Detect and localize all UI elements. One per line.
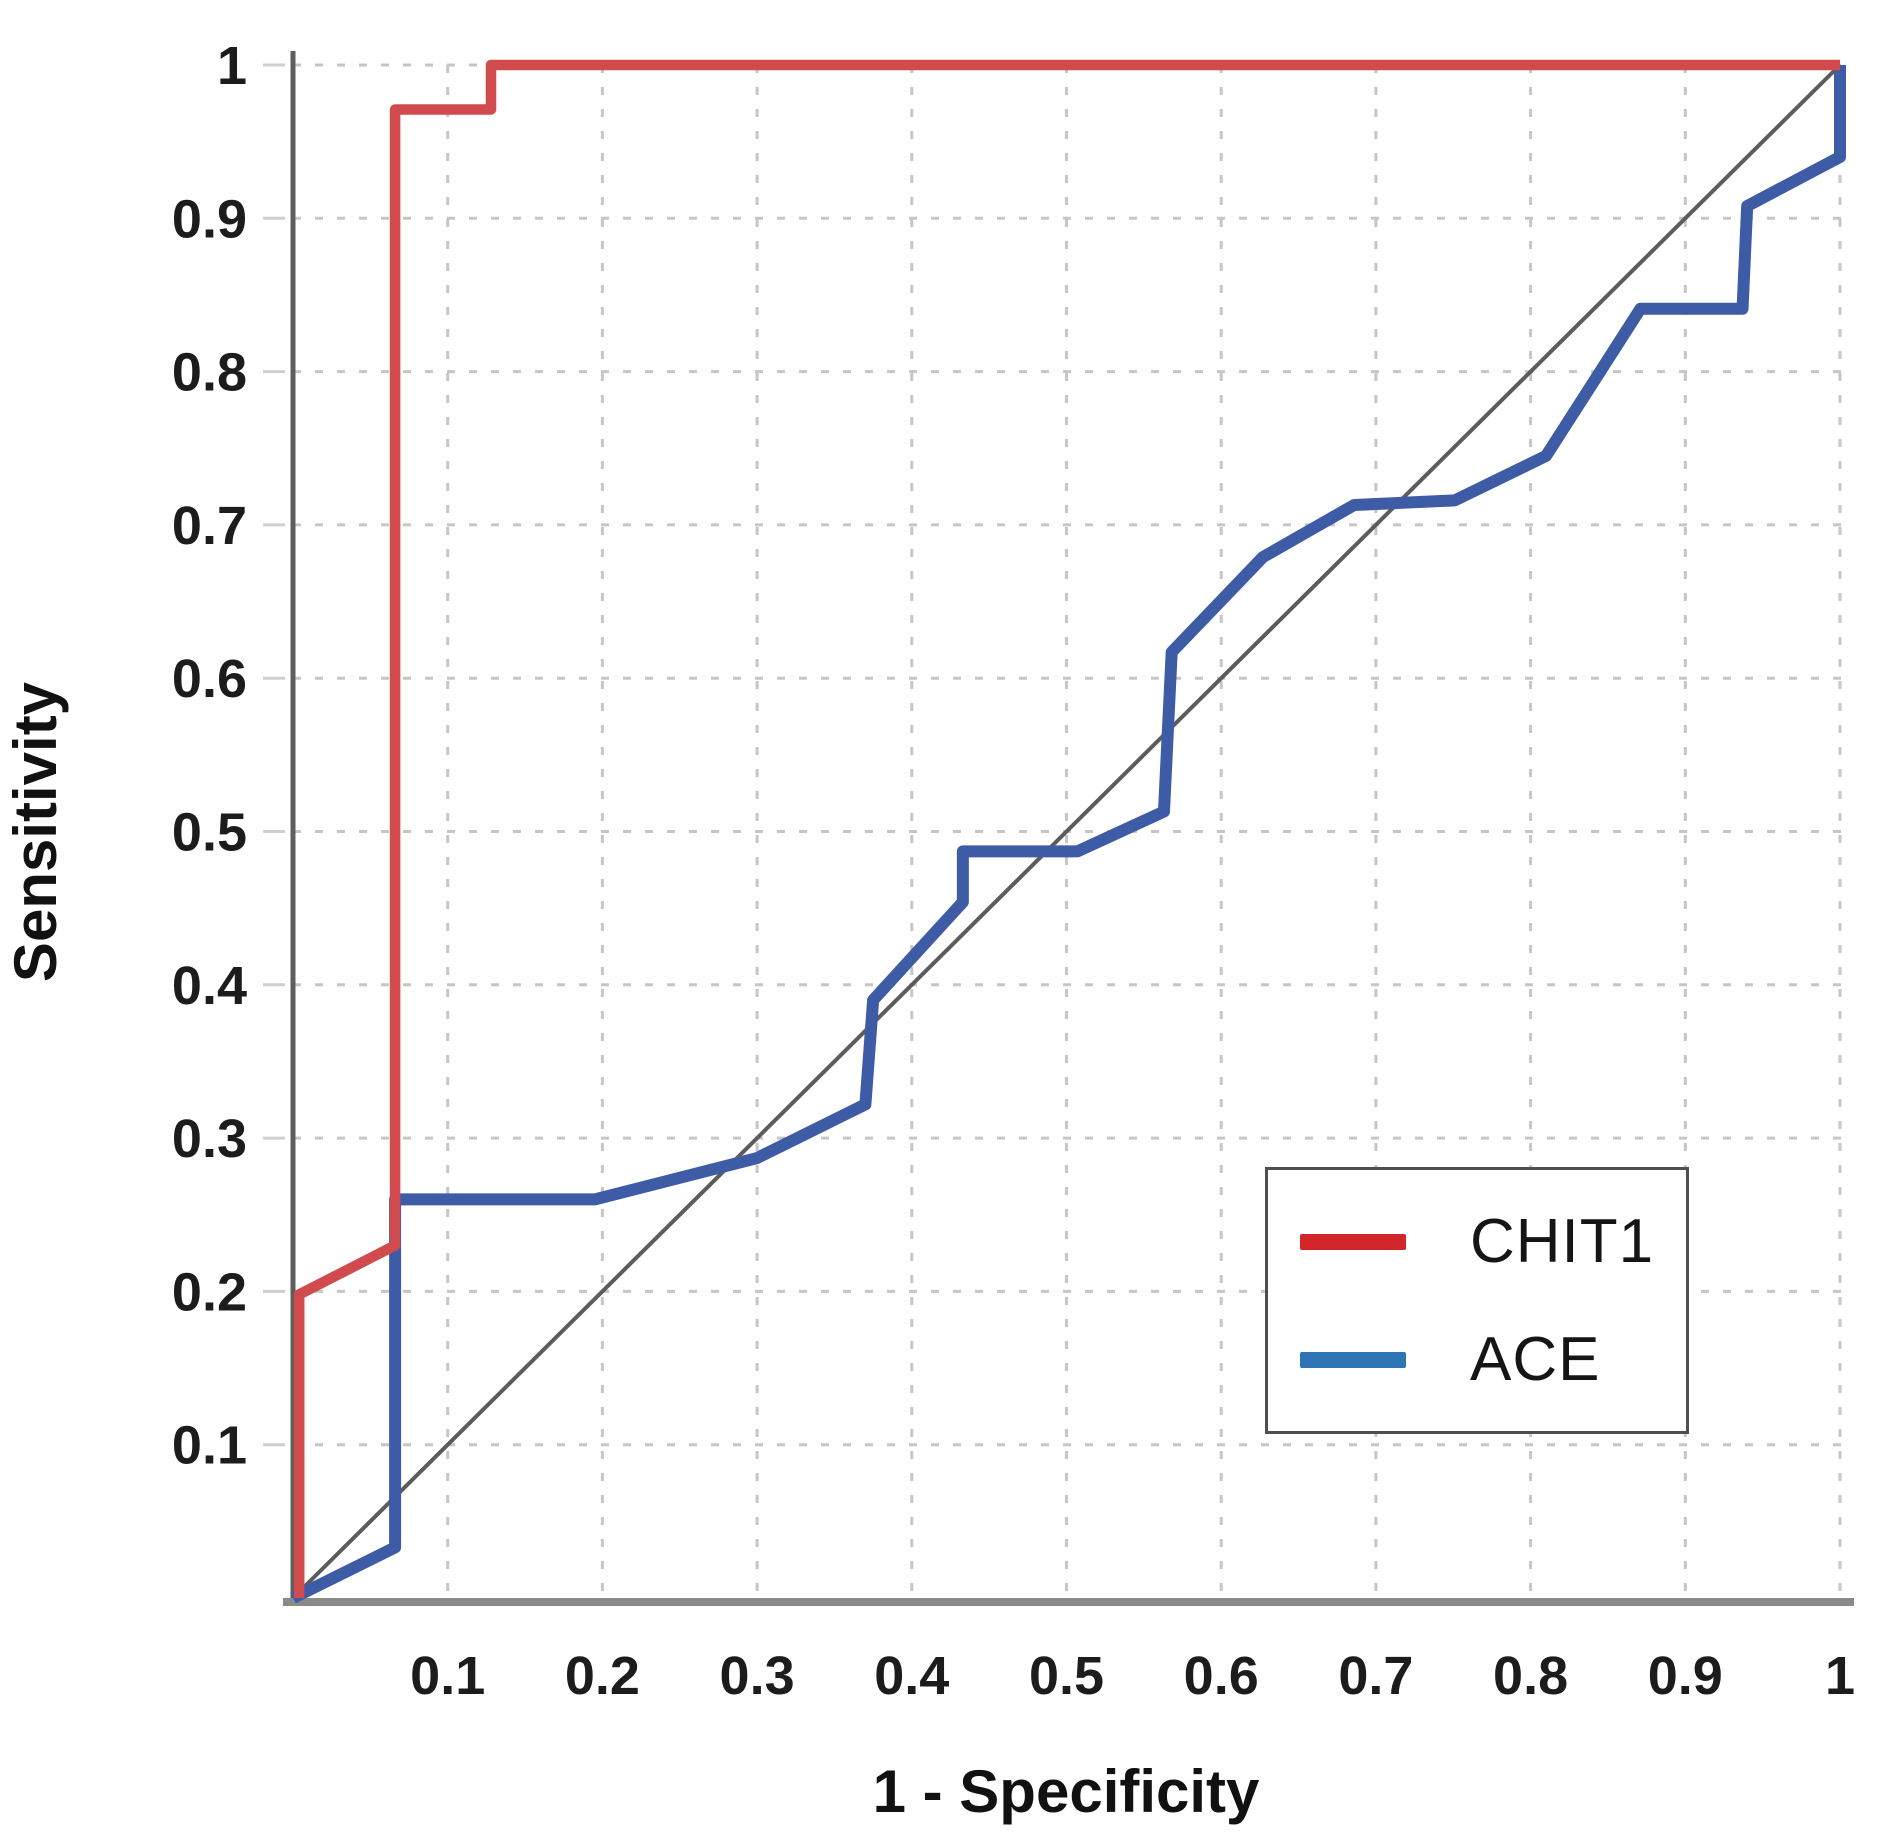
y-tick-label: 0.3 [172,1109,247,1169]
x-axis-title: 1 - Specificity [873,1758,1260,1825]
chart-legend: CHIT1 ACE [1265,1167,1689,1434]
y-tick-label: 0.7 [172,496,247,556]
legend-label-chit1: CHIT1 [1470,1207,1655,1276]
legend-label-ace: ACE [1470,1325,1601,1394]
y-tick-label: 0.1 [172,1416,247,1476]
y-tick-label: 0.8 [172,343,247,403]
chance-diagonal-line [291,63,1842,1600]
y-tick-label: 0.4 [172,956,247,1016]
x-tick-label: 0.4 [874,1646,949,1706]
y-tick-label: 0.6 [172,649,247,709]
x-tick-label: 0.5 [1029,1646,1104,1706]
chit1-color-swatch [1300,1233,1406,1250]
tick-labels: 0.1 0.2 0.3 0.4 0.5 0.6 0.7 0.8 0.9 1 0.1 0.2 0.3 0.4… [172,36,1855,1706]
x-tick-label: 0.8 [1493,1646,1568,1706]
legend-item-ace: ACE [1300,1325,1686,1394]
x-tick-label: 1 [1825,1646,1855,1706]
axis-ticks [263,63,285,1447]
ace-color-swatch [1300,1351,1406,1368]
x-tick-label: 0.7 [1338,1646,1413,1706]
reference-diagonal [291,63,1842,1600]
axes [283,51,1854,1606]
x-tick-label: 0.6 [1184,1646,1259,1706]
x-tick-label: 0.9 [1648,1646,1723,1706]
x-tick-label: 0.2 [565,1646,640,1706]
y-axis-title: Sensitivity [2,681,69,982]
y-tick-label: 0.9 [172,189,247,249]
y-tick-label: 0.2 [172,1262,247,1322]
roc-curve-ace [290,65,1846,1604]
y-tick-label: 1 [217,36,247,96]
x-tick-label: 0.3 [720,1646,795,1706]
legend-item-chit1: CHIT1 [1300,1207,1686,1276]
x-tick-label: 0.1 [410,1646,485,1706]
series-lines [290,59,1846,1604]
roc-curve-chit1 [293,59,1840,1598]
y-tick-label: 0.5 [172,803,247,863]
